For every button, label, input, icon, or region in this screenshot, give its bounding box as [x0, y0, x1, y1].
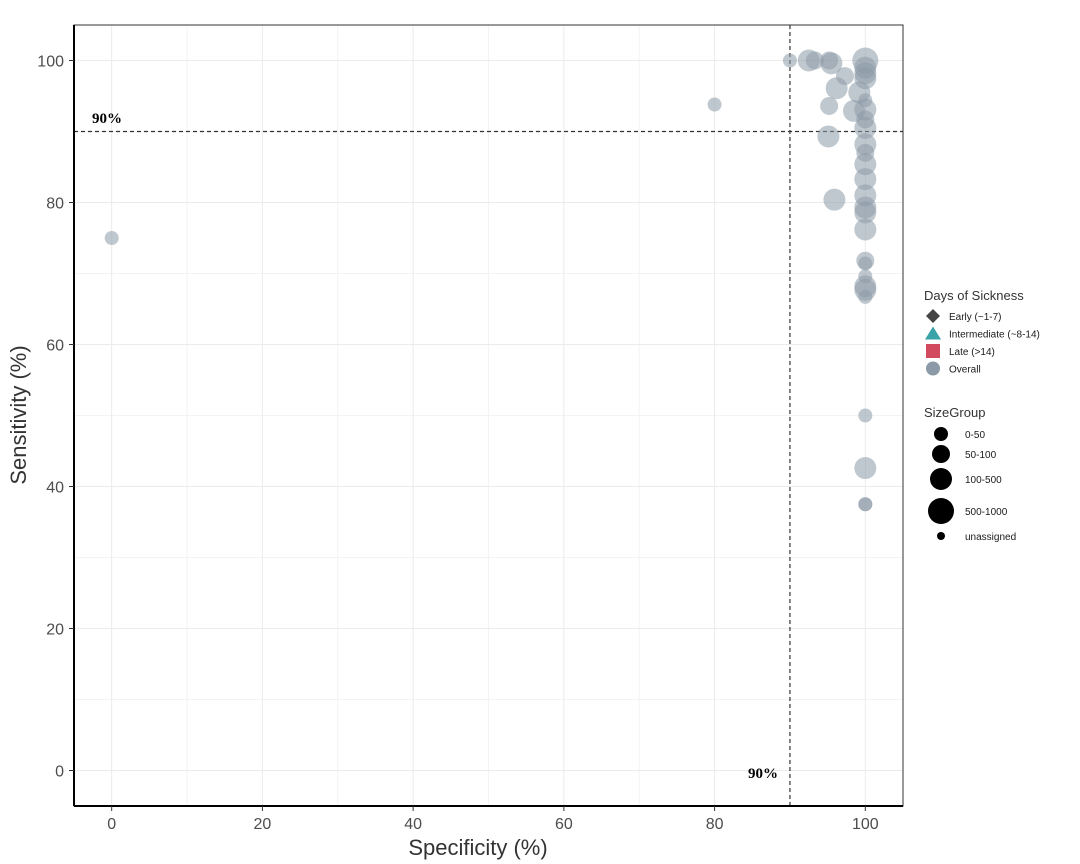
x-tick-label: 20 — [254, 816, 272, 833]
legend-size-key — [930, 468, 952, 490]
y-tick-label: 20 — [46, 622, 64, 639]
legend-size-group: SizeGroup 0-50 50-100 100-500 500-1000 unass… — [924, 405, 1016, 543]
data-point — [854, 168, 877, 191]
x-tick-label: 60 — [555, 816, 573, 833]
legend-key-circle — [926, 361, 940, 376]
data-point — [858, 256, 873, 271]
data-point — [820, 52, 843, 75]
data-point — [854, 67, 877, 90]
legend-shape-label: Overall — [949, 365, 981, 376]
y-tick-label: 40 — [46, 480, 64, 497]
reference-lines — [74, 25, 903, 806]
legend-size-key — [932, 445, 950, 463]
legend-size-key — [934, 427, 948, 441]
data-point — [820, 96, 839, 115]
legend-key-triangle — [925, 326, 941, 340]
data-point — [707, 97, 722, 112]
legend-days-of-sickness: Days of Sickness Early (~1-7) Intermediat… — [924, 288, 1040, 376]
legend-size-label: unassigned — [965, 532, 1016, 543]
x-axis-ticks: 0 20 40 60 80 100 — [107, 806, 879, 833]
y-tick-label: 80 — [46, 196, 64, 213]
legend-size-label: 100-500 — [965, 475, 1002, 486]
data-points — [104, 47, 879, 512]
legend-size-label: 500-1000 — [965, 507, 1008, 518]
axes — [73, 24, 904, 807]
data-point — [805, 51, 824, 70]
y-axis-ticks: 0 20 40 60 80 100 — [37, 54, 74, 781]
y-tick-label: 100 — [37, 54, 64, 71]
data-point — [104, 231, 119, 245]
data-point — [858, 497, 873, 512]
x-tick-label: 40 — [404, 816, 422, 833]
ref-label-horizontal: 90% — [92, 111, 122, 127]
data-point — [817, 125, 840, 148]
y-tick-label: 60 — [46, 338, 64, 355]
data-point — [782, 53, 797, 68]
legend-shape-label: Late (>14) — [949, 347, 995, 358]
data-point — [854, 457, 877, 480]
legend-size-label: 50-100 — [965, 450, 997, 461]
x-tick-label: 100 — [852, 816, 879, 833]
data-point — [823, 188, 846, 211]
legend-size-key — [928, 498, 954, 524]
legend-key-square — [926, 344, 940, 358]
data-point — [825, 77, 848, 100]
y-axis-title: Sensitivity (%) — [6, 345, 31, 484]
x-tick-label: 80 — [706, 816, 724, 833]
x-axis-title: Specificity (%) — [408, 835, 547, 860]
legend-shape-label: Early (~1-7) — [949, 312, 1002, 323]
ref-label-vertical: 90% — [748, 766, 778, 782]
legend-size-title: SizeGroup — [924, 405, 985, 420]
legend-shape-title: Days of Sickness — [924, 288, 1024, 303]
data-point — [854, 116, 877, 139]
data-point — [854, 201, 877, 224]
legend-key-diamond — [926, 309, 940, 323]
x-tick-label: 0 — [107, 816, 116, 833]
data-point — [858, 408, 873, 423]
y-tick-label: 0 — [55, 764, 64, 781]
legend-size-key — [937, 532, 945, 540]
legend-shape-label: Intermediate (~8-14) — [949, 330, 1040, 341]
data-point — [858, 289, 873, 304]
legend-size-label: 0-50 — [965, 430, 985, 441]
data-point — [854, 218, 877, 241]
grid-lines — [74, 25, 903, 806]
